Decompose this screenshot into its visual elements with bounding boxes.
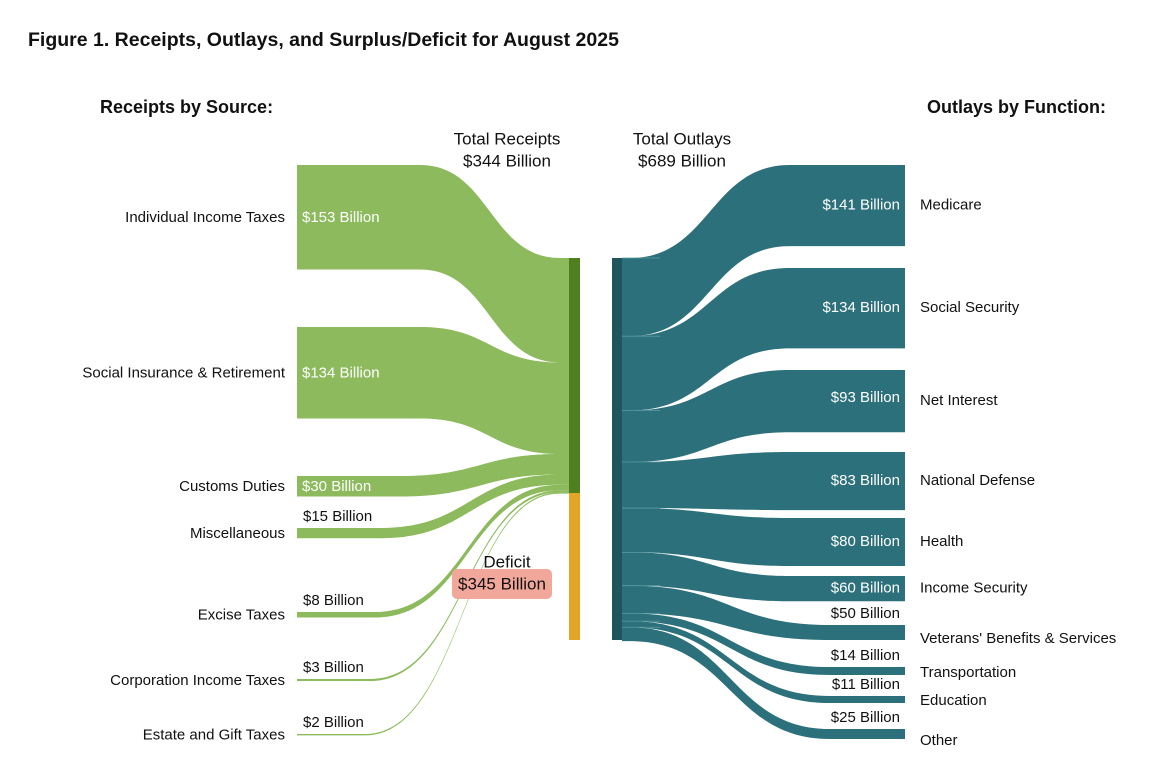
outlay-label: Other bbox=[920, 732, 958, 749]
outlay-label: Medicare bbox=[920, 197, 982, 214]
outlay-flow-4 bbox=[622, 508, 905, 566]
receipt-label: Excise Taxes bbox=[198, 607, 285, 624]
outlay-flow-2 bbox=[622, 370, 905, 463]
receipt-label: Social Insurance & Retirement bbox=[82, 365, 285, 382]
deficit-value: $345 Billion bbox=[458, 574, 546, 593]
outlay-value-label: $134 Billion bbox=[822, 299, 900, 316]
outlay-label: Health bbox=[920, 533, 963, 550]
outlay-value-label: $93 Billion bbox=[831, 389, 900, 406]
total-outlays-label: Total Outlays bbox=[633, 129, 731, 148]
receipt-label: Individual Income Taxes bbox=[125, 209, 285, 226]
outlay-flow-5 bbox=[622, 552, 905, 602]
outlay-flow-7 bbox=[622, 613, 905, 675]
receipt-value-label: $153 Billion bbox=[302, 209, 380, 226]
outlay-flow-6 bbox=[622, 585, 905, 640]
receipts-heading: Receipts by Source: bbox=[100, 97, 273, 117]
receipt-value-label: $8 Billion bbox=[303, 592, 364, 609]
outlay-value-label: $14 Billion bbox=[831, 647, 900, 664]
receipt-label: Miscellaneous bbox=[190, 525, 285, 542]
outlay-label: Transportation bbox=[920, 664, 1016, 681]
outlay-label: National Defense bbox=[920, 472, 1035, 489]
outlay-value-label: $11 Billion bbox=[832, 676, 900, 693]
outlay-value-label: $50 Billion bbox=[831, 605, 900, 622]
outlay-label: Income Security bbox=[920, 580, 1028, 597]
receipt-flow-3 bbox=[297, 474, 569, 539]
receipt-label: Customs Duties bbox=[179, 478, 285, 495]
deficit-label: Deficit bbox=[483, 552, 531, 571]
total-receipts-bar bbox=[569, 258, 580, 493]
receipt-flow-0 bbox=[297, 165, 569, 363]
receipt-flow-2 bbox=[297, 454, 569, 497]
receipt-value-label: $30 Billion bbox=[302, 478, 371, 495]
deficit-value-box bbox=[452, 569, 552, 599]
receipt-value-label: $2 Billion bbox=[303, 714, 364, 731]
outlay-value-label: $25 Billion bbox=[831, 709, 900, 726]
outlay-flow-9 bbox=[622, 627, 905, 739]
receipt-flow-5 bbox=[297, 490, 569, 682]
total-outlays-value: $689 Billion bbox=[638, 151, 726, 170]
outlay-flow-1 bbox=[622, 268, 905, 411]
chart-title: Figure 1. Receipts, Outlays, and Surplus… bbox=[28, 29, 619, 51]
outlays-heading: Outlays by Function: bbox=[927, 97, 1106, 117]
receipt-value-label: $15 Billion bbox=[303, 508, 372, 525]
receipt-value-label: $3 Billion bbox=[303, 659, 364, 676]
outlay-value-label: $83 Billion bbox=[831, 472, 900, 489]
total-receipts-value: $344 Billion bbox=[463, 151, 551, 170]
outlay-label: Veterans' Benefits & Services bbox=[920, 630, 1116, 647]
outlay-flow-0 bbox=[622, 165, 905, 337]
outlay-label: Education bbox=[920, 692, 987, 709]
receipt-value-label: $134 Billion bbox=[302, 365, 380, 382]
total-outlays-bar bbox=[612, 258, 622, 640]
receipt-label: Corporation Income Taxes bbox=[110, 672, 285, 689]
outlay-label: Net Interest bbox=[920, 392, 998, 409]
deficit-bar bbox=[569, 493, 580, 640]
outlay-value-label: $60 Billion bbox=[831, 580, 900, 597]
total-receipts-label: Total Receipts bbox=[454, 129, 561, 148]
outlay-value-label: $80 Billion bbox=[831, 533, 900, 550]
outlay-flow-3 bbox=[622, 452, 905, 511]
outlay-flow-8 bbox=[622, 621, 905, 704]
outlay-value-label: $141 Billion bbox=[822, 197, 900, 214]
outlay-label: Social Security bbox=[920, 299, 1020, 316]
receipt-flow-4 bbox=[297, 484, 569, 618]
receipt-label: Estate and Gift Taxes bbox=[143, 727, 285, 744]
receipt-flow-1 bbox=[297, 327, 569, 455]
